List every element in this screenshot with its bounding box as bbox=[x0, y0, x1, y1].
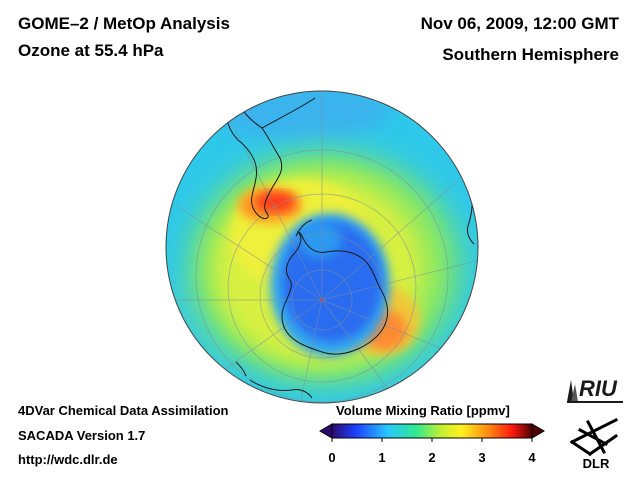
title-line-1: GOME–2 / MetOp Analysis bbox=[18, 14, 230, 33]
title-line-2: Ozone at 55.4 hPa bbox=[18, 41, 164, 60]
colorbar-tick-0: 0 bbox=[328, 450, 336, 465]
coastlines bbox=[224, 91, 475, 399]
colorbar-tick-4: 4 bbox=[528, 450, 536, 465]
colorbar bbox=[319, 423, 545, 442]
riu-logo: RIU bbox=[567, 376, 623, 403]
footer-url: http://wdc.dlr.de bbox=[18, 452, 118, 467]
colorbar-tick-3: 3 bbox=[478, 450, 486, 465]
globe-outline bbox=[165, 90, 479, 404]
footer-line-2: SACADA Version 1.7 bbox=[18, 428, 146, 443]
graticule bbox=[170, 91, 478, 403]
colorbar-tick-2: 2 bbox=[428, 450, 436, 465]
colorbar-max-arrow bbox=[531, 423, 545, 439]
colorbar-tick-marks bbox=[331, 438, 533, 442]
colorbar-title: Volume Mixing Ratio [ppmv] bbox=[336, 403, 510, 418]
footer-line-1: 4DVar Chemical Data Assimilation bbox=[18, 403, 229, 418]
hemisphere-label: Southern Hemisphere bbox=[442, 45, 619, 64]
colorbar-gradient bbox=[331, 423, 533, 439]
riu-logo-text: RIU bbox=[579, 376, 618, 401]
dlr-logo: DLR bbox=[569, 417, 619, 470]
colorbar-min-arrow bbox=[319, 423, 333, 439]
colorbar-tick-1: 1 bbox=[378, 450, 386, 465]
dlr-logo-text: DLR bbox=[583, 456, 610, 470]
ozone-field bbox=[166, 91, 478, 403]
datetime-label: Nov 06, 2009, 12:00 GMT bbox=[420, 14, 619, 33]
